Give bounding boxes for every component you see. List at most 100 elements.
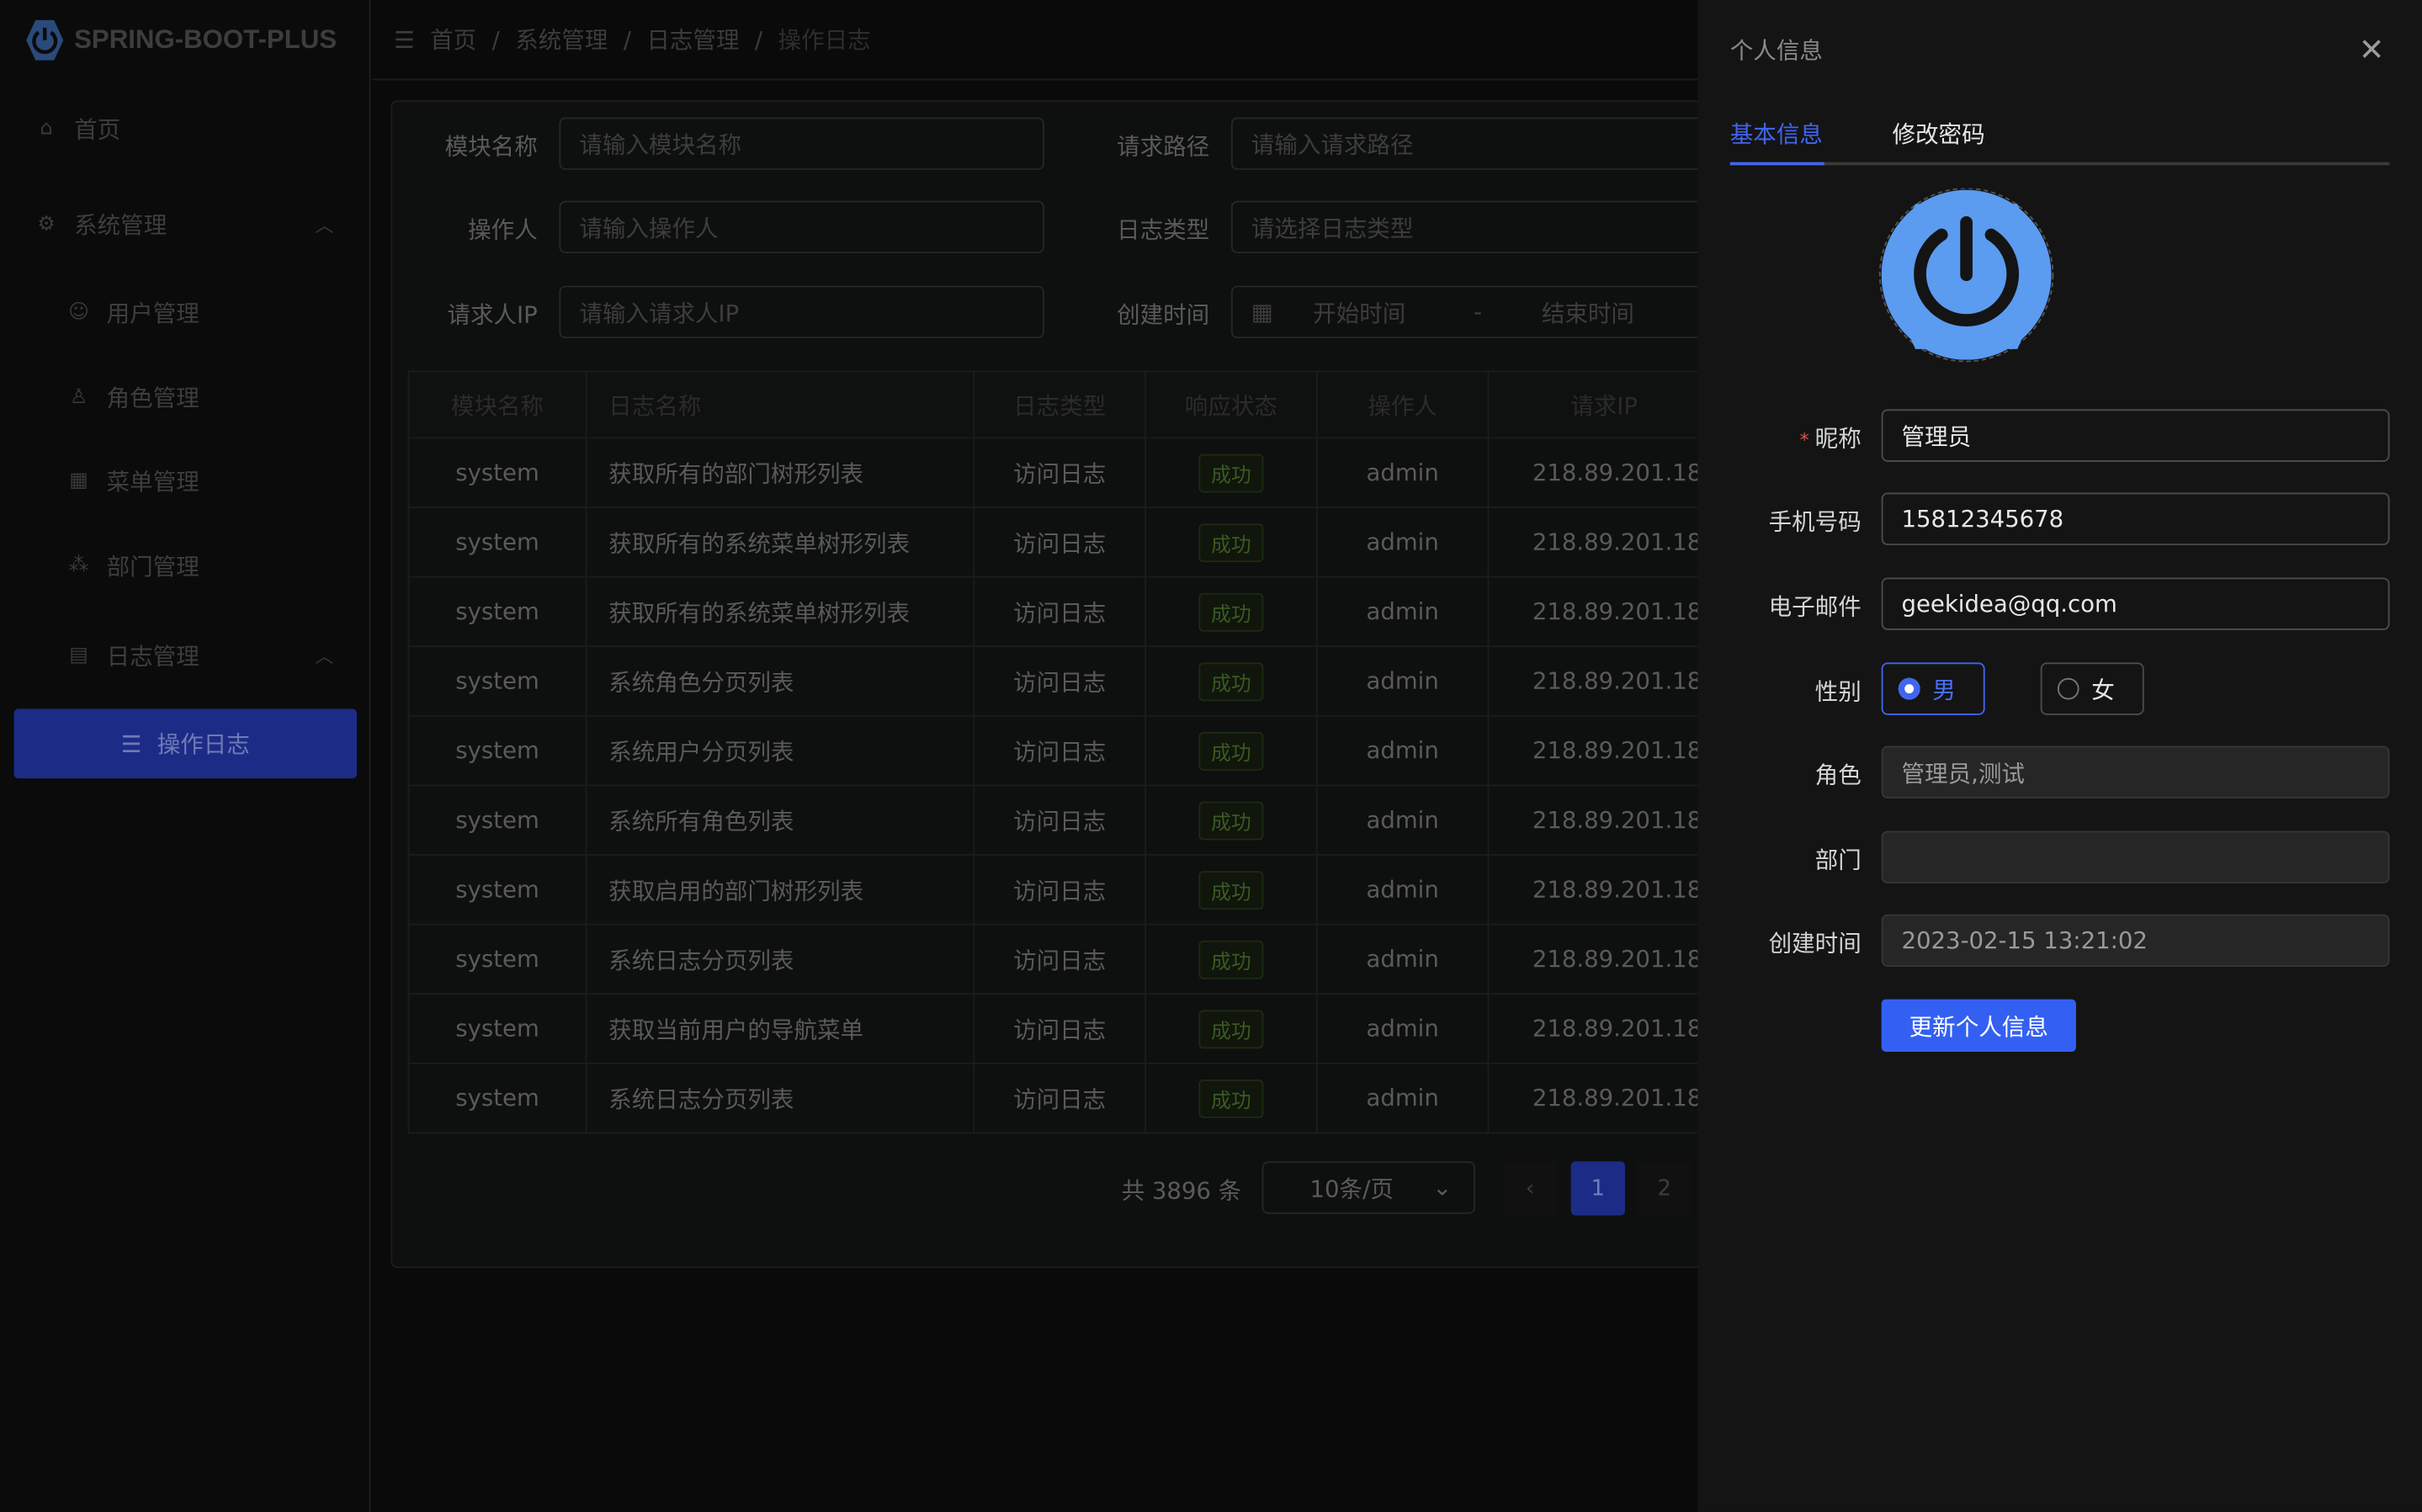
status-badge: 成功: [1198, 731, 1264, 770]
end-date[interactable]: 结束时间: [1541, 299, 1634, 327]
breadcrumb-system[interactable]: 系统管理: [515, 26, 608, 55]
table-cell: 成功: [1145, 1062, 1318, 1134]
tab-divider: [1729, 162, 2390, 166]
gender-male-radio[interactable]: 男: [1881, 662, 1985, 715]
breadcrumb-logs[interactable]: 日志管理: [646, 26, 740, 55]
nickname-input[interactable]: 管理员: [1881, 409, 2390, 462]
table-cell: system: [407, 437, 587, 508]
user-gear-icon: ♙: [69, 385, 88, 409]
table-cell: 218.89.201.186: [1487, 714, 1721, 787]
table-cell: 获取所有的系统菜单树形列表: [585, 576, 975, 648]
avatar[interactable]: [1878, 188, 2054, 364]
total-count: 共 3896 条: [1121, 1176, 1242, 1205]
table-cell: admin: [1315, 437, 1490, 508]
app-title: SPRING-BOOT-PLUS: [74, 24, 337, 55]
column-header: 操作人: [1315, 370, 1490, 439]
log-type-select[interactable]: 请选择日志类型: [1230, 200, 1710, 254]
table-cell: 218.89.201.186: [1487, 923, 1721, 995]
ip-input[interactable]: 请输入请求人IP: [559, 285, 1044, 338]
prev-page-button[interactable]: ‹: [1502, 1161, 1558, 1216]
separator: /: [491, 25, 500, 54]
table-cell: admin: [1315, 645, 1490, 717]
column-header: 日志类型: [973, 370, 1146, 439]
sidebar-item-depts[interactable]: ⁂ 部门管理: [0, 534, 371, 596]
table-row[interactable]: system 获取所有的部门树形列表 访问日志 成功 admin 218.89.201.1…: [407, 437, 1721, 508]
table-cell: 218.89.201.186: [1487, 645, 1721, 717]
table-cell: 218.89.201.186: [1487, 993, 1721, 1064]
table-row[interactable]: system 获取当前用户的导航菜单 访问日志 成功 admin 218.89.201.1…: [407, 993, 1721, 1064]
table-cell: 获取所有的部门树形列表: [585, 437, 975, 508]
breadcrumb-home[interactable]: 首页: [430, 26, 477, 55]
table-row[interactable]: system 系统日志分页列表 访问日志 成功 admin 218.89.201.186: [407, 1062, 1721, 1134]
table-cell: 获取所有的系统菜单树形列表: [585, 507, 975, 578]
sidebar-item-menus[interactable]: ▦ 菜单管理: [0, 449, 371, 511]
tab-basic-info[interactable]: 基本信息: [1729, 120, 1823, 149]
table-cell: 成功: [1145, 854, 1318, 926]
created-time-label: 创建时间: [1768, 929, 1862, 958]
table-cell: system: [407, 714, 587, 787]
separator: /: [623, 25, 632, 54]
gender-female-radio[interactable]: 女: [2040, 662, 2144, 715]
user-icon: ☺: [68, 300, 90, 324]
tab-change-password[interactable]: 修改密码: [1892, 120, 1985, 149]
label: 菜单管理: [106, 467, 199, 496]
table-cell: 218.89.201.186: [1487, 854, 1721, 926]
table-cell: admin: [1315, 854, 1490, 926]
drawer-title: 个人信息: [1729, 37, 1823, 66]
table-cell: 访问日志: [973, 437, 1146, 508]
table-row[interactable]: system 获取所有的系统菜单树形列表 访问日志 成功 admin 218.89.201…: [407, 507, 1721, 578]
status-badge: 成功: [1198, 939, 1264, 979]
table-cell: 系统日志分页列表: [585, 1062, 975, 1134]
table-cell: system: [407, 507, 587, 578]
operator-input[interactable]: 请输入操作人: [559, 200, 1044, 254]
sidebar-item-home[interactable]: ⌂ 首页: [0, 98, 371, 159]
email-input[interactable]: geekidea@qq.com: [1881, 577, 2390, 630]
sidebar-item-operation-log[interactable]: ☰ 操作日志: [13, 708, 358, 779]
table-cell: 访问日志: [973, 576, 1146, 648]
page-1-button[interactable]: 1: [1570, 1161, 1625, 1216]
table-row[interactable]: system 系统所有角色列表 访问日志 成功 admin 218.89.201.186: [407, 784, 1721, 856]
sidebar-item-users[interactable]: ☺ 用户管理: [0, 281, 371, 342]
nickname-label: * 昵称: [1692, 422, 1862, 454]
close-icon[interactable]: ✕: [2358, 30, 2385, 68]
table-cell: 成功: [1145, 784, 1318, 856]
module-input[interactable]: 请输入模块名称: [559, 117, 1044, 170]
label: 首页: [74, 114, 121, 143]
sidebar-item-system[interactable]: ⚙ 系统管理 ︿: [0, 193, 371, 254]
table-cell: system: [407, 923, 587, 995]
dept-label: 部门: [1814, 846, 1862, 874]
option-label: 女: [2091, 676, 2115, 704]
table-row[interactable]: system 系统用户分页列表 访问日志 成功 admin 218.89.201.186: [407, 714, 1721, 787]
phone-input[interactable]: 15812345678: [1881, 492, 2390, 545]
status-badge: 成功: [1198, 592, 1264, 631]
start-date[interactable]: 开始时间: [1313, 299, 1406, 327]
range-separator: -: [1474, 298, 1483, 326]
label: 用户管理: [106, 299, 199, 327]
role-label: 角色: [1814, 761, 1862, 789]
email-label: 电子邮件: [1768, 592, 1862, 621]
radio-unchecked-icon: [2057, 677, 2079, 700]
date-range-picker[interactable]: ▦ 开始时间 - 结束时间: [1230, 285, 1710, 338]
table-cell: 218.89.201.186: [1487, 1062, 1721, 1134]
header: ☰ 首页 / 系统管理 / 日志管理 / 操作日志: [372, 0, 1698, 81]
separator: /: [754, 25, 763, 54]
menu-fold-icon[interactable]: ☰: [394, 25, 415, 54]
page-2-button[interactable]: 2: [1637, 1161, 1692, 1216]
sidebar: SPRING-BOOT-PLUS ⌂ 首页 ⚙ 系统管理 ︿ ☺ 用户管理 ♙ 角色管理 …: [0, 0, 371, 1512]
phone-label: 手机号码: [1768, 507, 1862, 536]
table-row[interactable]: system 获取所有的系统菜单树形列表 访问日志 成功 admin 218.89.201…: [407, 576, 1721, 648]
table-cell: 获取当前用户的导航菜单: [585, 993, 975, 1064]
table-row[interactable]: system 系统角色分页列表 访问日志 成功 admin 218.89.201.186: [407, 645, 1721, 717]
sidebar-item-roles[interactable]: ♙ 角色管理: [0, 366, 371, 427]
table-row[interactable]: system 获取启用的部门树形列表 访问日志 成功 admin 218.89.201.1…: [407, 854, 1721, 926]
status-badge: 成功: [1198, 453, 1264, 492]
page-size-select[interactable]: 10条/页 ⌄: [1261, 1161, 1475, 1214]
table-cell: 系统所有角色列表: [585, 784, 975, 856]
table-row[interactable]: system 系统日志分页列表 访问日志 成功 admin 218.89.201.186: [407, 923, 1721, 995]
path-input[interactable]: 请输入请求路径: [1230, 117, 1710, 170]
table-cell: 218.89.201.186: [1487, 784, 1721, 856]
grid-icon: ▦: [69, 469, 88, 492]
update-profile-button[interactable]: 更新个人信息: [1881, 999, 2076, 1052]
sidebar-item-logs[interactable]: ▤ 日志管理 ︿: [0, 624, 371, 686]
table-cell: 218.89.201.186: [1487, 507, 1721, 578]
